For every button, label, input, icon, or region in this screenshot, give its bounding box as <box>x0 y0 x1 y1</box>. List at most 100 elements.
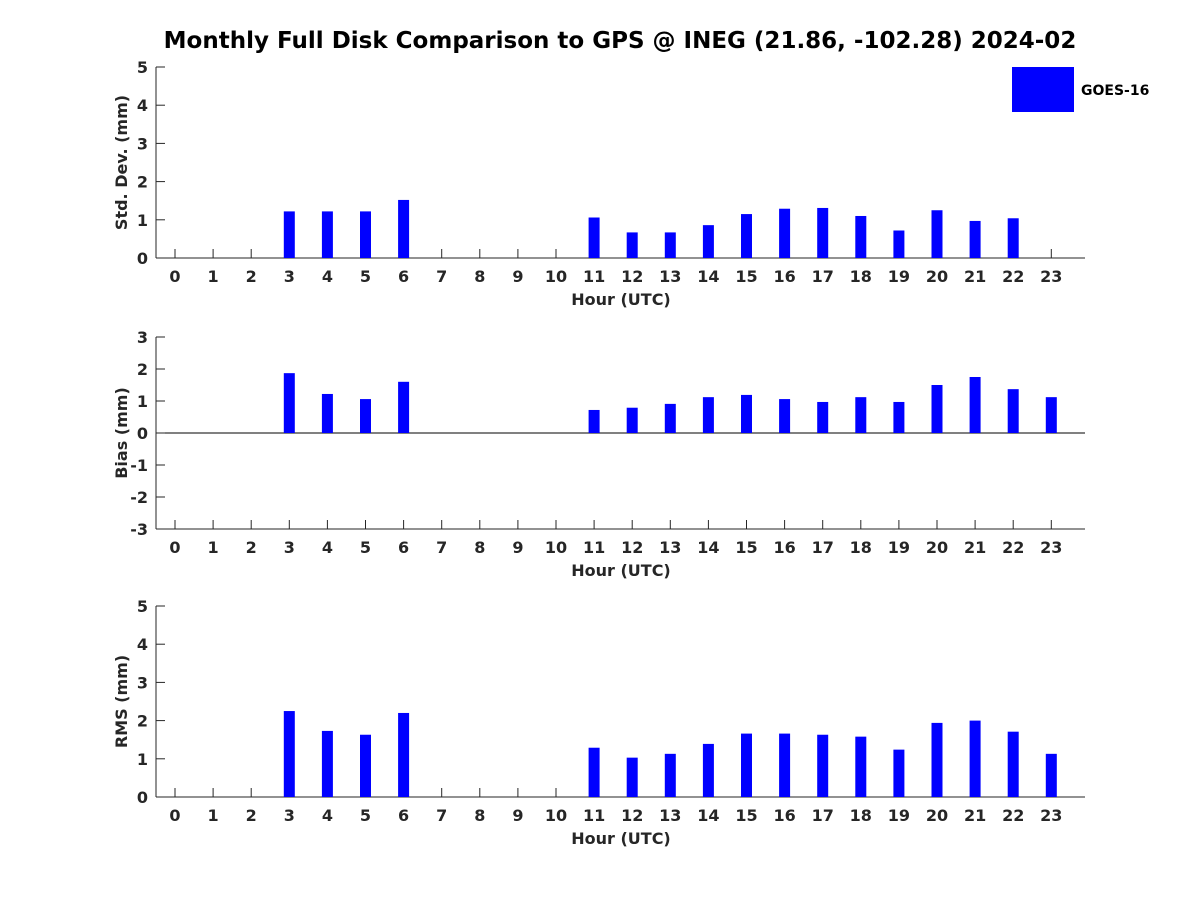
bar-hour-17 <box>817 207 829 258</box>
x-tick-label: 16 <box>773 806 795 825</box>
x-tick-label: 14 <box>697 267 719 286</box>
bar-hour-6 <box>398 381 410 433</box>
legend: GOES-16 <box>1012 67 1149 112</box>
x-tick-label: 18 <box>850 267 872 286</box>
x-tick-label: 23 <box>1040 267 1062 286</box>
x-tick-label: 17 <box>812 538 834 557</box>
x-tick-label: 16 <box>773 267 795 286</box>
bar-hour-13 <box>664 753 676 797</box>
x-tick-label: 1 <box>208 806 219 825</box>
bar-hour-4 <box>321 393 333 433</box>
x-tick-label: 21 <box>964 267 986 286</box>
bar-hour-11 <box>588 409 600 433</box>
x-tick-label: 21 <box>964 538 986 557</box>
x-tick-label: 0 <box>169 538 180 557</box>
y-tick-label: -3 <box>130 520 148 539</box>
x-tick-label: 15 <box>735 267 757 286</box>
x-tick-label: 20 <box>926 267 948 286</box>
x-tick-label: 6 <box>398 267 409 286</box>
y-tick-label: 4 <box>137 635 148 654</box>
bar-hour-5 <box>360 734 371 797</box>
x-tick-label: 8 <box>474 267 485 286</box>
x-tick-label: 11 <box>583 806 605 825</box>
bar-hour-18 <box>855 215 867 258</box>
y-tick-label: 2 <box>137 712 148 731</box>
bar-hour-15 <box>741 733 752 797</box>
x-tick-label: 2 <box>246 267 257 286</box>
x-tick-label: 2 <box>246 538 257 557</box>
bar-hour-3 <box>283 211 295 258</box>
bar-hour-3 <box>283 711 295 797</box>
x-tick-label: 10 <box>545 806 567 825</box>
legend-swatch <box>1012 67 1074 112</box>
bar-hour-20 <box>931 722 943 797</box>
bar-hour-19 <box>893 230 905 258</box>
bar-hour-6 <box>398 712 410 797</box>
bar-hour-3 <box>283 373 295 433</box>
x-tick-label: 3 <box>284 267 295 286</box>
bar-hour-18 <box>855 397 867 433</box>
chart-title: Monthly Full Disk Comparison to GPS @ IN… <box>163 28 1077 54</box>
x-tick-label: 4 <box>322 538 333 557</box>
y-tick-label: 2 <box>137 360 148 379</box>
y-tick-label: 0 <box>137 424 148 443</box>
bar-hour-22 <box>1007 389 1019 433</box>
bar-hour-19 <box>893 749 905 797</box>
x-tick-label: 6 <box>398 538 409 557</box>
bar-hour-14 <box>702 225 714 258</box>
x-tick-label: 4 <box>322 806 333 825</box>
x-tick-label: 9 <box>512 806 523 825</box>
bar-hour-17 <box>817 734 829 797</box>
bar-hour-4 <box>321 211 333 258</box>
bar-hour-21 <box>969 720 981 797</box>
bar-hour-20 <box>931 385 943 433</box>
x-tick-label: 7 <box>436 538 447 557</box>
bar-hour-19 <box>893 401 905 433</box>
y-tick-label: 1 <box>137 392 148 411</box>
bar-hour-22 <box>1007 218 1019 258</box>
bar-hour-16 <box>779 733 791 797</box>
y-axis-label: Bias (mm) <box>112 387 131 479</box>
bar-hour-20 <box>931 210 943 258</box>
x-tick-label: 13 <box>659 538 681 557</box>
x-tick-label: 5 <box>360 538 371 557</box>
bar-hour-15 <box>741 394 752 433</box>
bar-hour-18 <box>855 736 867 797</box>
x-axis-label: Hour (UTC) <box>571 561 671 580</box>
bar-hour-16 <box>779 208 791 258</box>
x-axis-label: Hour (UTC) <box>571 829 671 848</box>
bar-hour-13 <box>664 232 676 258</box>
x-tick-label: 18 <box>850 538 872 557</box>
legend-label: GOES-16 <box>1081 83 1149 99</box>
x-tick-label: 6 <box>398 806 409 825</box>
x-tick-label: 14 <box>697 806 719 825</box>
y-tick-label: 0 <box>137 249 148 268</box>
bar-hour-16 <box>779 399 791 433</box>
x-tick-label: 7 <box>436 806 447 825</box>
x-tick-label: 9 <box>512 538 523 557</box>
x-tick-label: 8 <box>474 538 485 557</box>
y-tick-label: 0 <box>137 788 148 807</box>
y-axis-label: Std. Dev. (mm) <box>112 95 131 230</box>
x-tick-label: 1 <box>208 267 219 286</box>
x-tick-label: 15 <box>735 806 757 825</box>
x-tick-label: 9 <box>512 267 523 286</box>
x-tick-label: 5 <box>360 806 371 825</box>
bar-hour-17 <box>817 401 829 433</box>
x-tick-label: 1 <box>208 538 219 557</box>
y-tick-label: -2 <box>130 488 148 507</box>
x-tick-label: 5 <box>360 267 371 286</box>
x-tick-label: 14 <box>697 538 719 557</box>
bar-hour-12 <box>626 407 638 433</box>
x-tick-label: 7 <box>436 267 447 286</box>
bar-hour-11 <box>588 217 600 258</box>
x-tick-label: 17 <box>812 267 834 286</box>
x-tick-label: 12 <box>621 267 643 286</box>
bar-hour-11 <box>588 747 600 797</box>
x-tick-label: 4 <box>322 267 333 286</box>
x-tick-label: 0 <box>169 806 180 825</box>
bar-hour-12 <box>626 232 638 258</box>
y-tick-label: 3 <box>137 328 148 347</box>
